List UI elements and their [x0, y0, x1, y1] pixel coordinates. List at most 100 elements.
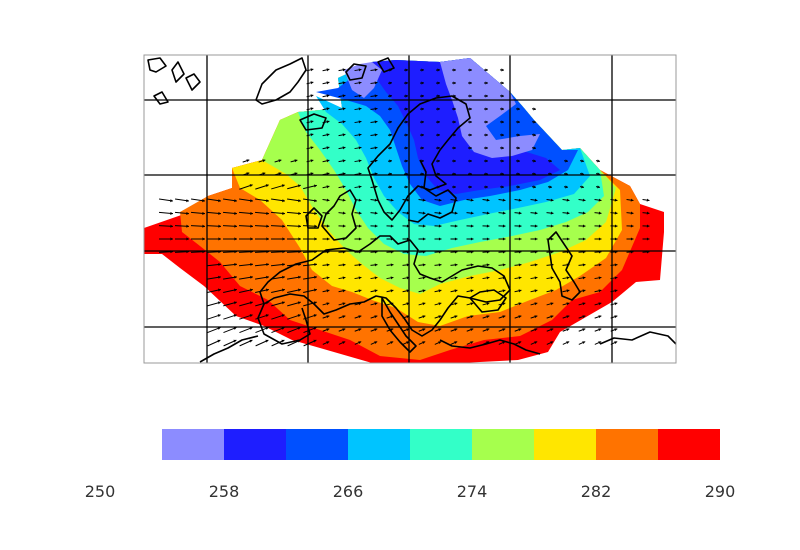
wind-vector-head [298, 237, 301, 241]
wind-vector-head [421, 159, 424, 163]
wind-vector-head [234, 275, 237, 279]
wind-vector-head [453, 94, 456, 98]
wind-vector-head [374, 341, 378, 345]
wind-vector-head [454, 263, 458, 267]
wind-vector-head [282, 237, 285, 241]
wind-vector-head [326, 224, 330, 228]
wind-vector-head [518, 328, 522, 332]
wind-vector-head [485, 146, 488, 150]
wind-vector-head [422, 211, 426, 215]
wind-vector-head [646, 198, 650, 202]
wind-vector-head [313, 288, 317, 292]
coastline-europe-mainland [259, 235, 511, 337]
wind-vector-head [469, 133, 472, 137]
wind-vector-head [438, 224, 442, 228]
wind-vector-head [438, 237, 442, 241]
wind-vector-head [390, 211, 394, 215]
wind-vectors [158, 68, 650, 347]
wind-vector-head [281, 184, 285, 188]
wind-vector-head [326, 263, 330, 267]
wind-vector-head [342, 341, 346, 345]
wind-vector-head [389, 159, 392, 163]
wind-vector-head [326, 276, 330, 280]
temperature-band [344, 62, 382, 98]
wind-vector-head [314, 237, 317, 241]
wind-vector-head [566, 302, 570, 306]
wind-vector-head [437, 159, 440, 163]
wind-vector-head [170, 211, 173, 215]
wind-vector-head [534, 198, 538, 202]
wind-vector-head [470, 289, 474, 293]
wind-vector-head [342, 120, 346, 124]
wind-vector-head [374, 302, 378, 306]
wind-vector-head [550, 198, 554, 202]
wind-vector-head [614, 224, 618, 228]
wind-vector-head [598, 341, 602, 345]
wind-vector-head [249, 339, 253, 343]
wind-vector-head [630, 211, 634, 215]
wind-vector-head [502, 211, 506, 215]
wind-vector-head [437, 120, 440, 124]
wind-vector-head [454, 302, 458, 306]
wind-vector-head [549, 159, 552, 163]
wind-vector-head [534, 237, 538, 241]
wind-vector-head [566, 289, 570, 293]
wind-vector-head [438, 276, 442, 280]
wind-vector-head [326, 198, 330, 202]
wind-vector-head [342, 211, 346, 215]
wind-vector-head [326, 211, 330, 215]
wind-vector-head [282, 262, 285, 267]
wind-vector-head [374, 185, 378, 189]
wind-vector-head [486, 341, 490, 345]
wind-vector-head [582, 276, 586, 280]
wind-vector-head [630, 198, 634, 202]
wind-vector-head [217, 288, 221, 292]
wind-vector-head [310, 107, 314, 111]
wind-vector-head [313, 184, 317, 188]
wind-vector-head [549, 185, 552, 189]
wind-vector-head [486, 211, 490, 215]
wind-vector-head [405, 146, 408, 150]
wind-vector-head [358, 276, 362, 280]
wind-vector-head [550, 237, 554, 241]
wind-vector-head [326, 341, 330, 345]
wind-vector-head [374, 276, 378, 280]
wind-vector-head [358, 198, 362, 202]
wind-vector-head [502, 276, 506, 280]
wind-vector-head [582, 198, 586, 202]
wind-vector-head [294, 159, 298, 163]
wind-vector-head [614, 263, 618, 267]
wind-vector-head [486, 315, 490, 319]
wind-vector-head [437, 185, 440, 189]
wind-vector-head [518, 263, 522, 267]
wind-vector-head [298, 275, 301, 279]
wind-vector-head [437, 107, 440, 111]
wind-vector-head [282, 275, 285, 279]
wind-vector-head [614, 237, 618, 241]
wind-vector-head [453, 81, 456, 85]
wind-vector-head [533, 159, 536, 163]
wind-vector-head [250, 224, 253, 228]
wind-vector-head [470, 315, 474, 319]
wind-vector-head [374, 146, 378, 150]
wind-vector-head [250, 262, 253, 267]
wind-vector-head [298, 224, 301, 228]
wind-vector-head [389, 120, 392, 124]
colorbar-tick-label: 282 [580, 482, 612, 501]
wind-vector-head [389, 146, 392, 150]
wind-vector-head [406, 263, 410, 267]
wind-vector-head [422, 289, 426, 293]
wind-vector-head [342, 289, 346, 293]
wind-vector-head [550, 328, 554, 332]
wind-vector-head [550, 224, 554, 228]
wind-vector-head [342, 315, 346, 319]
wind-vector-head [518, 302, 522, 306]
wind-vector-head [502, 341, 506, 345]
wind-vector-head [310, 120, 314, 124]
wind-vector-head [281, 301, 285, 305]
wind-vector-head [469, 94, 472, 98]
wind-vector-head [326, 237, 330, 241]
wind-vector-head [437, 81, 440, 85]
wind-vector-head [298, 199, 301, 203]
wind-vector-head [310, 133, 314, 137]
